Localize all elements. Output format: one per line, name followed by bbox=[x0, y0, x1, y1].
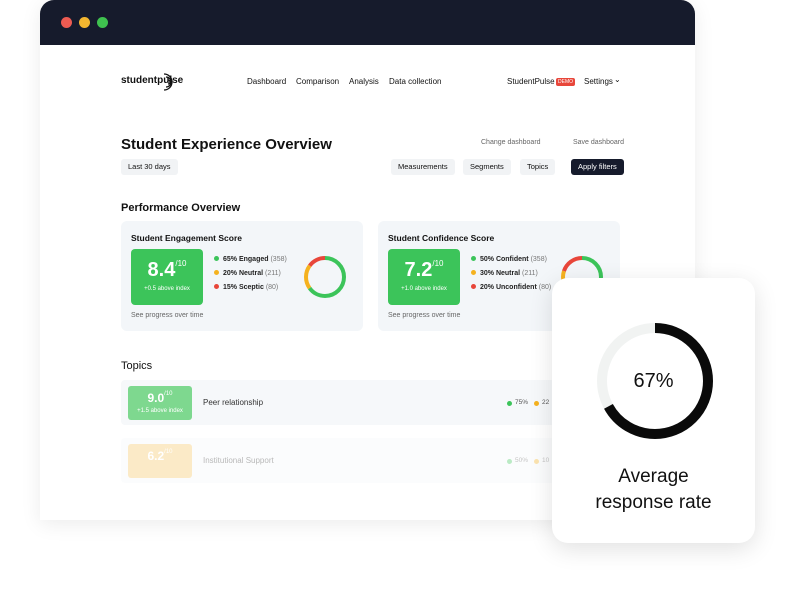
apply-button[interactable]: Apply filters bbox=[571, 159, 624, 175]
ring-segment bbox=[561, 256, 603, 298]
score-value: 7.2 bbox=[404, 259, 433, 281]
chevron: ⌄ bbox=[614, 75, 621, 84]
legend-dot bbox=[214, 270, 219, 275]
change-dashboard[interactable]: Change dashboard bbox=[481, 139, 541, 146]
stat-dot bbox=[534, 459, 539, 464]
legend-count: (211) bbox=[522, 270, 538, 277]
period-button[interactable]: Last 30 days bbox=[121, 159, 178, 175]
score-scale: /10 bbox=[164, 449, 173, 455]
topic-score: 9.0/10 +1.5 above index bbox=[128, 386, 192, 420]
legend-dot bbox=[214, 256, 219, 261]
legend-count: (358) bbox=[530, 256, 547, 263]
legend-label: 15% Sceptic bbox=[223, 284, 264, 291]
legend-label: 65% Engaged bbox=[223, 256, 269, 263]
topic-score: 6.2/10 bbox=[128, 444, 192, 478]
card-title: Student Engagement Score bbox=[131, 233, 242, 243]
close[interactable] bbox=[61, 17, 72, 28]
demo-badge: DEMO bbox=[556, 78, 575, 86]
ring-segment bbox=[304, 256, 346, 298]
caption: Average bbox=[618, 466, 689, 487]
stat: 50% bbox=[515, 457, 529, 464]
score-box: 7.2/10 +1.0 above index bbox=[388, 249, 460, 305]
legend-item: 20% Unconfident (80) bbox=[471, 284, 551, 291]
score-scale: /10 bbox=[175, 259, 187, 268]
topic-name: Peer relationship bbox=[203, 398, 264, 407]
score-card: Student Engagement Score 8.4/10 +0.5 above… bbox=[121, 221, 363, 331]
legend-label: 20% Unconfident bbox=[480, 284, 537, 291]
response-value: 67% bbox=[633, 370, 674, 392]
card-title: Student Confidence Score bbox=[388, 233, 495, 243]
logo-icon bbox=[163, 73, 173, 91]
topic-name: Institutional Support bbox=[203, 456, 274, 465]
response-donut bbox=[597, 323, 713, 439]
legend-count: (211) bbox=[265, 270, 281, 277]
stat: 75% bbox=[515, 399, 529, 406]
filter-button[interactable]: Topics bbox=[520, 159, 556, 175]
legend-item: 20% Neutral (211) bbox=[214, 270, 281, 277]
score-card: Student Confidence Score 7.2/10 +1.0 above… bbox=[378, 221, 620, 331]
nav-link[interactable]: Dashboard bbox=[247, 77, 287, 86]
stat-dot bbox=[507, 401, 512, 406]
legend-dot bbox=[471, 284, 476, 289]
score-delta: +1.5 above index bbox=[137, 408, 183, 414]
legend-dot bbox=[471, 256, 476, 261]
legend-dot bbox=[471, 270, 476, 275]
progress-link[interactable]: See progress over time bbox=[388, 312, 461, 319]
stat: 22 bbox=[542, 399, 550, 406]
score: 7.2/10 bbox=[388, 259, 460, 282]
score-scale: /10 bbox=[164, 391, 173, 397]
legend-item: 30% Neutral (211) bbox=[471, 270, 538, 277]
maximize[interactable] bbox=[97, 17, 108, 28]
score: 9.0/10 bbox=[128, 391, 192, 405]
caption: response rate bbox=[595, 492, 712, 513]
browser-window: studentpulse Dashboard Comparison Analys… bbox=[40, 0, 695, 520]
score-scale: /10 bbox=[432, 259, 444, 268]
filter-button[interactable]: Segments bbox=[463, 159, 511, 175]
account[interactable]: StudentPulse bbox=[507, 77, 555, 86]
legend-dot bbox=[214, 284, 219, 289]
progress-link[interactable]: See progress over time bbox=[131, 312, 204, 319]
legend-item: 50% Confident (358) bbox=[471, 256, 547, 263]
legend-label: 20% Neutral bbox=[223, 270, 264, 277]
score-delta: +0.5 above index bbox=[144, 286, 190, 292]
legend-label: 30% Neutral bbox=[480, 270, 521, 277]
score: 6.2/10 bbox=[128, 449, 192, 463]
legend-item: 15% Sceptic (80) bbox=[214, 284, 278, 291]
minimize[interactable] bbox=[79, 17, 90, 28]
topics-title: Topics bbox=[121, 360, 153, 372]
legend-item: 65% Engaged (358) bbox=[214, 256, 287, 263]
stat-dot bbox=[507, 459, 512, 464]
page-title: Student Experience Overview bbox=[121, 136, 332, 153]
legend-count: (80) bbox=[538, 284, 552, 291]
save-dashboard[interactable]: Save dashboard bbox=[573, 139, 624, 146]
legend-count: (80) bbox=[265, 284, 279, 291]
nav-link[interactable]: Data collection bbox=[389, 77, 442, 86]
nav-link[interactable]: Comparison bbox=[296, 77, 340, 86]
score-value: 9.0 bbox=[147, 391, 165, 405]
legend-count: (358) bbox=[270, 256, 287, 263]
score: 8.4/10 bbox=[131, 259, 203, 282]
logo[interactable]: studentpulse bbox=[121, 75, 184, 86]
legend-label: 50% Confident bbox=[480, 256, 529, 263]
stat: 10 bbox=[542, 457, 550, 464]
nav-link[interactable]: Analysis bbox=[349, 77, 379, 86]
topic-row: 6.2/10 Institutional Support 50% 10 bbox=[121, 438, 621, 483]
score-value: 8.4 bbox=[147, 259, 176, 281]
stat-dot bbox=[534, 401, 539, 406]
ring-segment bbox=[597, 323, 713, 439]
topic-row: 9.0/10 +1.5 above index Peer relationship 7… bbox=[121, 380, 621, 425]
score-donut bbox=[304, 256, 346, 298]
score-box: 8.4/10 +0.5 above index bbox=[131, 249, 203, 305]
section-title: Performance Overview bbox=[121, 202, 241, 214]
filter-button[interactable]: Measurements bbox=[391, 159, 455, 175]
response-card: 67% Average response rate bbox=[552, 278, 755, 543]
settings[interactable]: Settings bbox=[584, 77, 613, 86]
score-delta: +1.0 above index bbox=[401, 286, 447, 292]
score-value: 6.2 bbox=[147, 449, 165, 463]
ring-segment bbox=[561, 256, 603, 298]
title-bar bbox=[40, 0, 695, 45]
ring-segment bbox=[304, 256, 346, 298]
